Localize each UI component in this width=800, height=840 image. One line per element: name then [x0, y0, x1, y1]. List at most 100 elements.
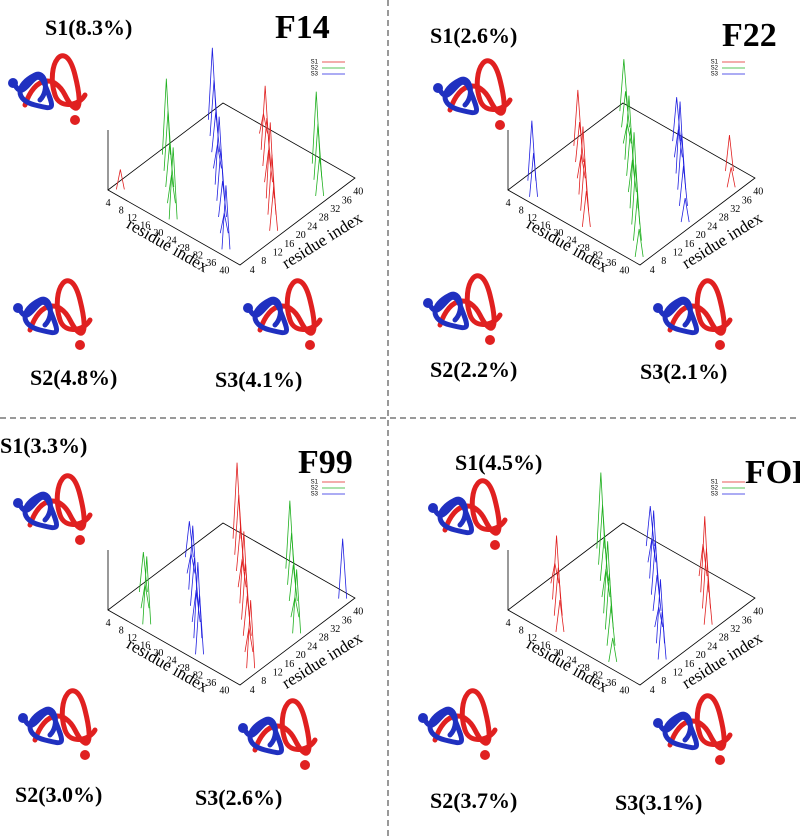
protein-end: [8, 78, 18, 88]
spike: [221, 185, 231, 250]
x-tick-label: 12: [527, 633, 537, 644]
x-tick-label: 16: [140, 221, 150, 232]
spike: [606, 605, 616, 646]
x-tick-label: 8: [119, 626, 124, 637]
y-tick-label: 12: [673, 668, 683, 679]
legend-label: S1: [311, 480, 319, 486]
x-tick-label: 28: [180, 243, 190, 254]
y-tick-label: 8: [661, 256, 666, 267]
spike: [195, 594, 204, 655]
protein-end: [428, 503, 438, 513]
spike: [555, 599, 565, 632]
x-tick-label: 20: [153, 228, 163, 239]
spike: [581, 190, 591, 227]
spike: [242, 595, 252, 636]
state-label: S2(3.0%): [15, 782, 102, 807]
protein-end: [480, 750, 490, 760]
y-tick-label: 24: [707, 221, 717, 232]
protein-end: [715, 755, 725, 765]
y-tick-label: 8: [661, 676, 666, 687]
spike: [652, 574, 662, 611]
plot-base: [107, 102, 356, 266]
x-tick-label: 36: [206, 678, 216, 689]
x-tick-label: 4: [506, 618, 511, 629]
protein-end: [13, 303, 23, 313]
x-tick-label: 20: [553, 228, 563, 239]
x-tick-label: 24: [167, 236, 177, 247]
protein-blue: [22, 706, 64, 745]
y-tick-label: 20: [296, 650, 306, 661]
x-axis-label: residue index: [524, 214, 613, 276]
y-tick-label: 40: [753, 607, 763, 618]
y-tick-label: 4: [250, 265, 255, 276]
protein-blue: [432, 496, 474, 535]
x-tick-label: 40: [219, 686, 229, 697]
spike: [218, 180, 227, 218]
spike: [621, 91, 630, 128]
y-tick-label: 36: [742, 615, 752, 626]
spike: [241, 563, 250, 620]
spike: [575, 122, 584, 163]
x-tick-label: 20: [153, 648, 163, 659]
protein-end: [243, 303, 253, 313]
spike: [262, 117, 272, 167]
legend-label: S3: [311, 492, 319, 498]
x-tick-label: 40: [219, 266, 229, 277]
spike: [232, 462, 242, 539]
spike: [596, 472, 606, 549]
protein-end: [300, 760, 310, 770]
x-tick-label: 12: [127, 633, 137, 644]
protein-blue: [657, 711, 699, 750]
y-tick-label: 32: [730, 624, 740, 635]
protein-end: [485, 335, 495, 345]
protein-end: [305, 340, 315, 350]
y-tick-label: 32: [330, 204, 340, 215]
protein-blue: [17, 296, 59, 335]
x-tick-label: 16: [140, 641, 150, 652]
x-tick-label: 16: [540, 641, 550, 652]
x-tick-label: 24: [167, 656, 177, 667]
state-label: S3(3.1%): [615, 790, 702, 815]
y-tick-label: 28: [319, 213, 329, 224]
spike: [288, 564, 298, 602]
protein-end: [75, 535, 85, 545]
plot-base: [507, 522, 756, 686]
protein-red: [22, 53, 88, 111]
y-tick-label: 40: [753, 187, 763, 198]
spike: [634, 228, 644, 257]
legend-label: S1: [311, 60, 319, 66]
spike: [553, 567, 563, 616]
plot-base: [507, 102, 756, 266]
protein-red: [32, 688, 98, 746]
y-tick-label: 4: [650, 265, 655, 276]
protein-blue: [427, 291, 469, 330]
y-tick-label: 40: [353, 187, 363, 198]
spike: [703, 580, 713, 625]
legend-label: S3: [311, 72, 319, 78]
spike: [161, 78, 171, 155]
spike: [677, 133, 687, 190]
spike: [138, 551, 148, 593]
y-tick-label: 32: [330, 624, 340, 635]
protein-blue: [12, 71, 54, 110]
y-tick-label: 16: [284, 659, 294, 670]
y-tick-label: 32: [730, 204, 740, 215]
y-tick-label: 20: [696, 230, 706, 241]
y-tick-label: 36: [342, 615, 352, 626]
x-tick-label: 16: [540, 221, 550, 232]
state-label: S2(4.8%): [30, 365, 117, 390]
x-tick-label: 40: [619, 266, 629, 277]
protein-end: [433, 83, 443, 93]
state-label: S2(3.7%): [430, 788, 517, 813]
x-tick-label: 4: [506, 198, 511, 209]
x-axis-label: residue index: [124, 214, 213, 276]
protein-red: [447, 58, 513, 116]
spike: [313, 123, 323, 180]
y-tick-label: 4: [250, 685, 255, 696]
protein-blue: [437, 76, 479, 115]
y-tick-label: 16: [684, 239, 694, 250]
x-tick-label: 40: [619, 686, 629, 697]
spike: [190, 557, 199, 606]
